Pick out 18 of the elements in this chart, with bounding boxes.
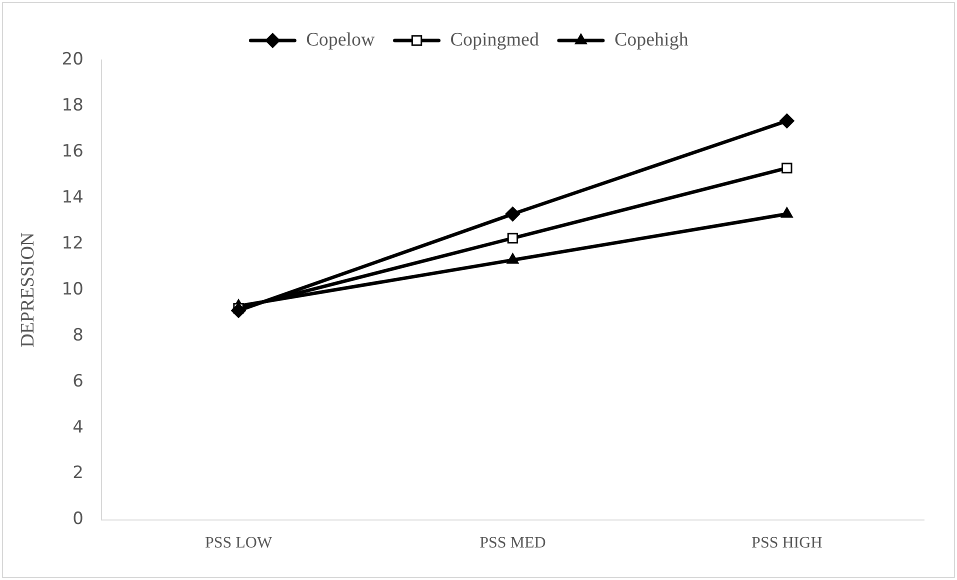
y-tick-label: 20	[62, 49, 84, 70]
y-tick-label: 12	[62, 233, 84, 254]
y-tick-label: 14	[62, 187, 84, 208]
y-tick-label: 0	[72, 509, 84, 530]
y-tick-label: 8	[72, 325, 84, 346]
x-tick-label: PSS MED	[480, 534, 546, 552]
legend-label: Copingmed	[450, 29, 540, 50]
y-tick-label: 6	[72, 371, 84, 392]
legend-label: Copehigh	[614, 29, 689, 50]
y-tick-label: 18	[62, 95, 84, 116]
y-tick-label: 10	[62, 279, 84, 300]
y-tick-label: 2	[72, 463, 84, 484]
x-tick-label: PSS HIGH	[752, 534, 823, 552]
y-tick-label: 4	[72, 417, 84, 438]
y-axis-title: DEPRESSION	[17, 232, 38, 348]
y-tick-label: 16	[62, 141, 84, 162]
legend-label: Copelow	[306, 29, 376, 50]
x-tick-label: PSS LOW	[204, 534, 273, 552]
